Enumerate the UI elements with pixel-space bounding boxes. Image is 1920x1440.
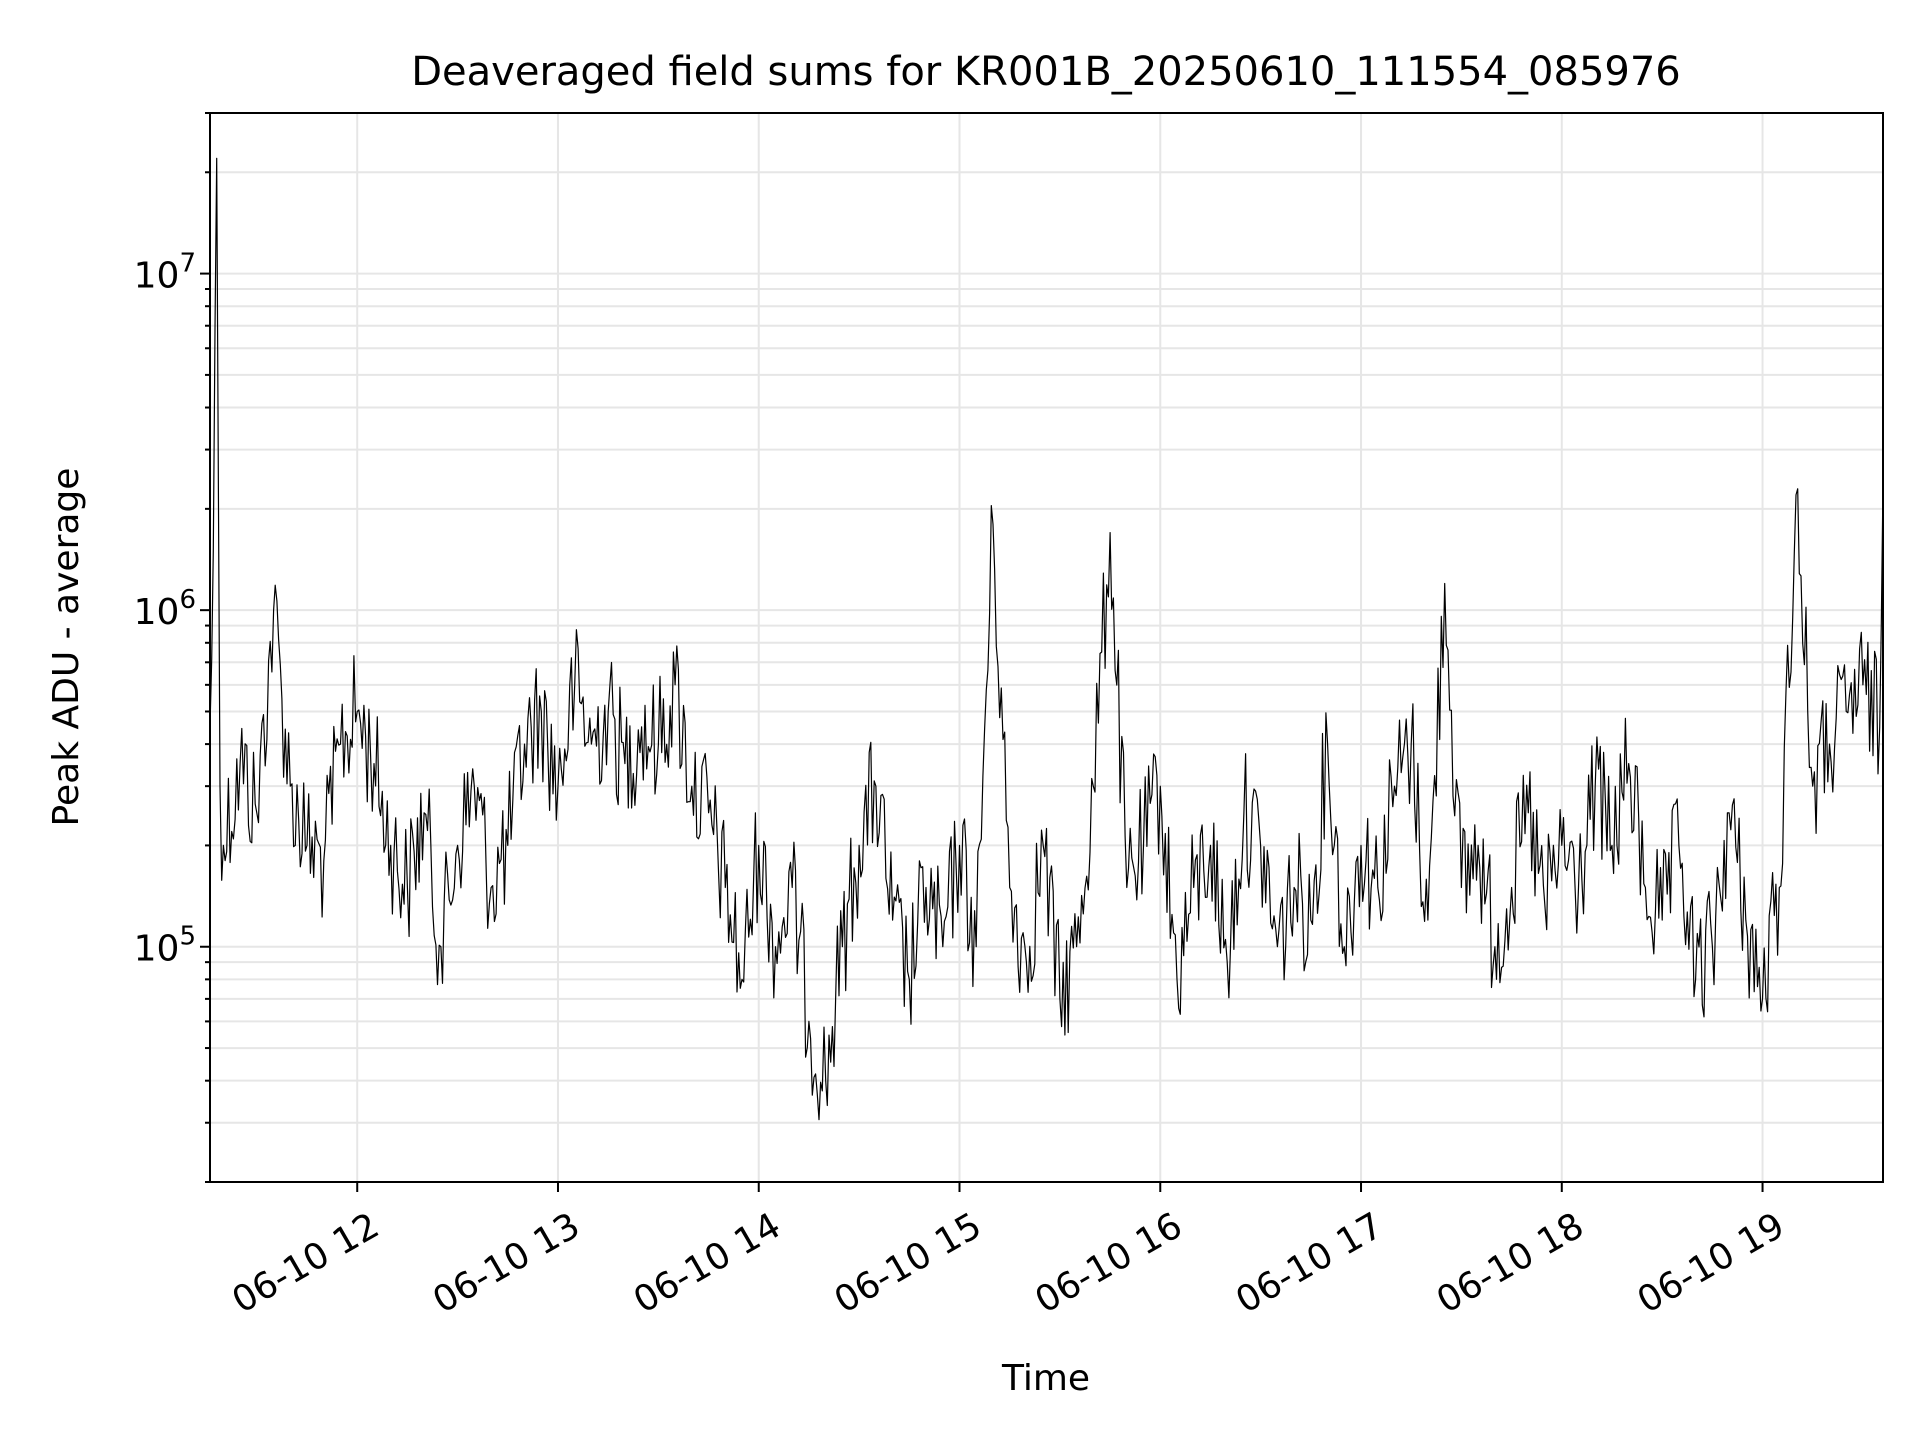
plot-frame [209,112,1884,1183]
y-axis-label: Peak ADU - average [46,468,87,827]
chart-title: Deaveraged field sums for KR001B_2025061… [411,49,1681,95]
y-axis-ticks: 105 106 107 [134,112,210,1183]
series-layer [209,157,1884,1121]
series-line [209,157,1884,1121]
y-tick-label: 105 [134,922,196,970]
y-tick-label: 107 [134,249,196,297]
x-axis-label: Time [1001,1358,1090,1399]
y-tick-label: 106 [134,585,196,633]
